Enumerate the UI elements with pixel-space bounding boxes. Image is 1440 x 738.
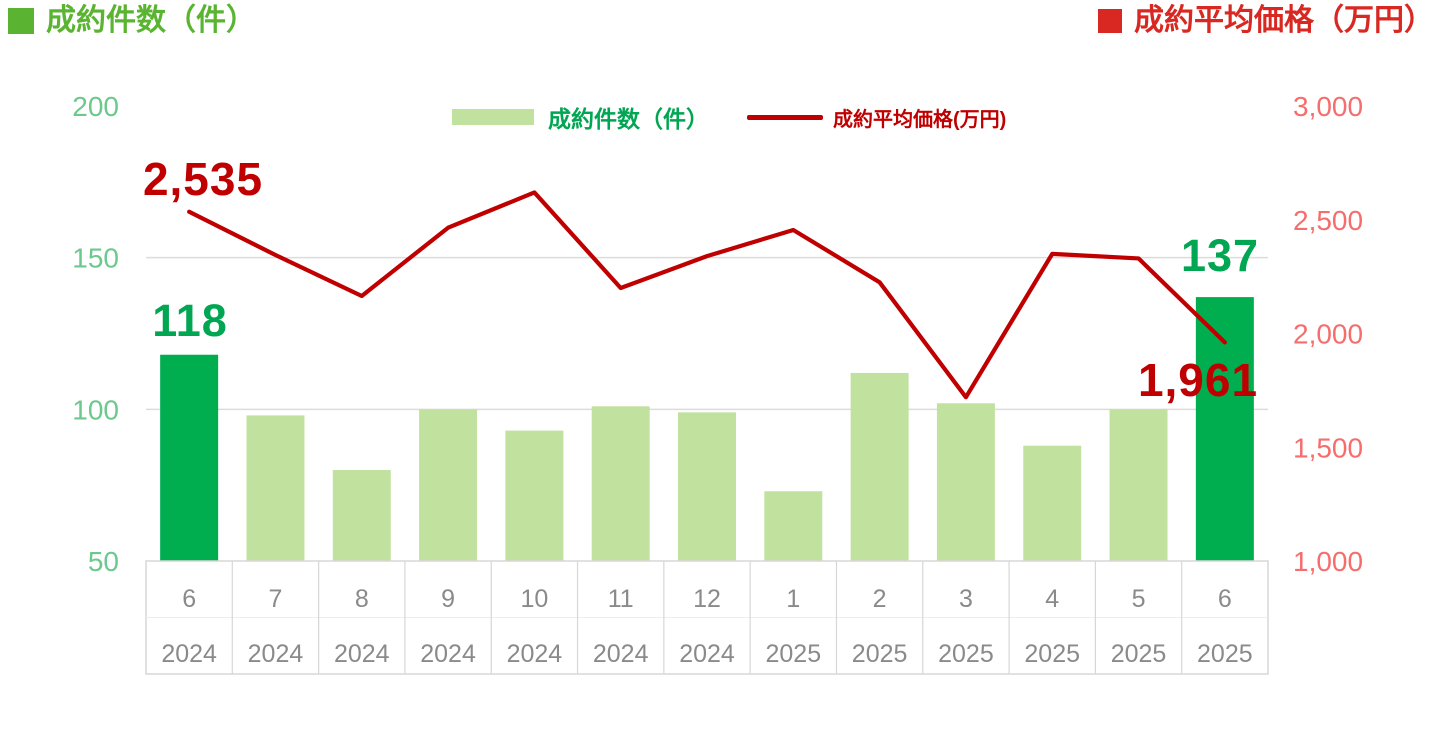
category-year-label: 2025 — [852, 640, 908, 668]
line-series-swatch-icon — [747, 114, 823, 120]
category-year-label: 2024 — [334, 640, 390, 668]
category-year-label: 2025 — [1111, 640, 1167, 668]
bar-2025-5 — [1109, 409, 1168, 561]
category-month-label: 1 — [786, 585, 800, 613]
category-month-label: 11 — [608, 585, 634, 613]
bar-2025-4 — [1023, 445, 1082, 561]
bar-series-swatch-icon — [452, 109, 534, 125]
category-month-label: 8 — [355, 585, 369, 613]
bar-2024-10 — [505, 430, 564, 561]
category-month-label: 7 — [269, 585, 283, 613]
category-year-label: 2024 — [593, 640, 649, 668]
right-axis-title: 成約平均価格（万円） — [1098, 4, 1434, 38]
bar-2024-11 — [591, 406, 650, 561]
category-month-label: 3 — [959, 585, 973, 613]
right-axis-tick-2000: 2,000 — [1293, 319, 1363, 350]
data-label-count-last: 137 — [1180, 230, 1260, 281]
category-year-label: 2024 — [679, 640, 735, 668]
right-axis-tick-2500: 2,500 — [1293, 205, 1363, 236]
right-axis-tick-3000: 3,000 — [1293, 91, 1363, 122]
bar-2024-8 — [332, 470, 391, 561]
category-year-label: 2024 — [507, 640, 563, 668]
left-axis-title-text: 成約件数（件） — [46, 4, 256, 37]
left-axis-tick-150: 150 — [72, 243, 119, 274]
category-month-label: 10 — [520, 585, 548, 613]
right-axis-title-text: 成約平均価格（万円） — [1134, 4, 1434, 37]
category-year-label: 2025 — [1024, 640, 1080, 668]
left-axis-tick-100: 100 — [72, 394, 119, 425]
data-label-count-first: 118 — [152, 295, 228, 346]
bar-2025-6 — [1195, 297, 1254, 561]
chart-legend: 成約件数（件） 成約平均価格(万円) — [452, 101, 1006, 133]
category-month-label: 6 — [1218, 585, 1232, 613]
category-month-label: 12 — [693, 585, 721, 613]
category-year-label: 2024 — [161, 640, 217, 668]
bar-2024-6 — [160, 354, 219, 561]
bar-2025-3 — [936, 403, 995, 561]
data-label-price-first: 2,535 — [142, 153, 264, 205]
category-month-label: 2 — [873, 585, 887, 613]
bar-2024-12 — [678, 412, 736, 561]
green-square-icon — [8, 8, 34, 34]
right-axis-tick-1000: 1,000 — [1293, 546, 1363, 577]
bar-2024-9 — [419, 409, 478, 561]
category-year-label: 2025 — [938, 640, 994, 668]
category-month-label: 4 — [1045, 585, 1059, 613]
red-square-icon — [1098, 9, 1122, 33]
category-month-label: 5 — [1132, 585, 1146, 613]
category-year-label: 2025 — [765, 640, 821, 668]
line-series-legend-label: 成約平均価格(万円) — [833, 108, 1007, 131]
bar-2025-2 — [850, 372, 909, 561]
left-axis-tick-200: 200 — [72, 91, 119, 122]
left-axis-title: 成約件数（件） — [8, 4, 256, 38]
price-line — [187, 190, 1227, 400]
left-axis-tick-50: 50 — [88, 546, 119, 577]
data-label-price-last: 1,961 — [1137, 354, 1259, 406]
bar-2024-7 — [246, 415, 305, 561]
category-year-label: 2024 — [420, 640, 476, 668]
right-axis-tick-1500: 1,500 — [1293, 432, 1363, 463]
bar-2025-1 — [764, 491, 823, 561]
category-year-label: 2024 — [248, 640, 304, 668]
category-month-label: 9 — [441, 585, 455, 613]
bar-series-legend-label: 成約件数（件） — [548, 106, 709, 132]
category-month-label: 6 — [182, 585, 196, 613]
category-year-label: 2025 — [1197, 640, 1253, 668]
